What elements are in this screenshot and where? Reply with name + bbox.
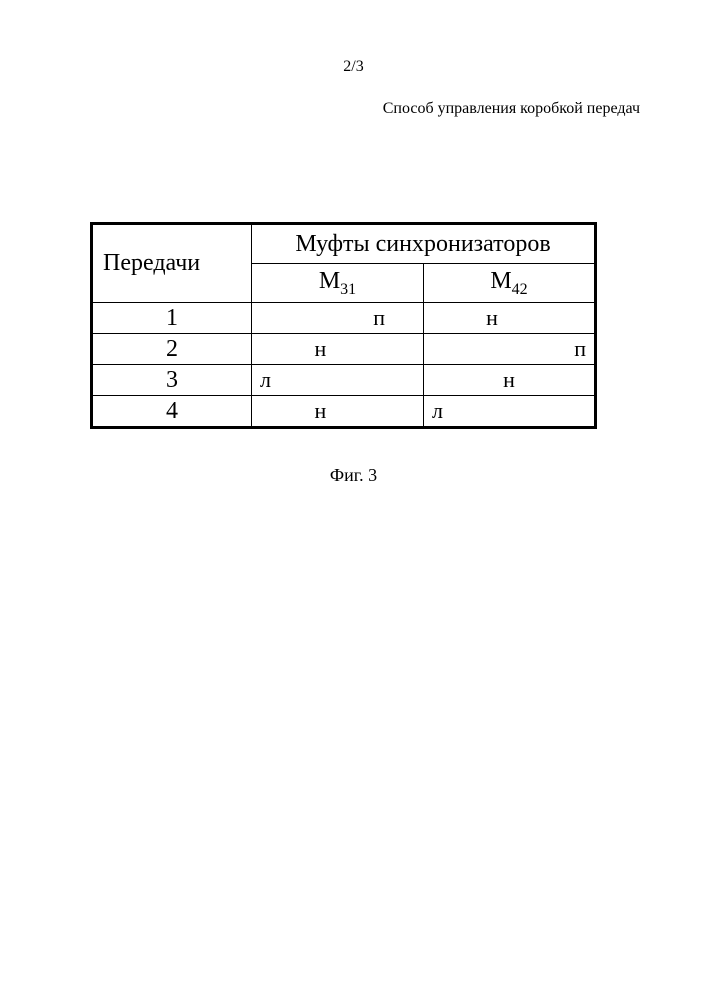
cell-gear: 1 <box>92 303 252 334</box>
table-header-row-1: Передачи Муфты синхронизаторов <box>92 224 596 264</box>
figure-caption: Фиг. 3 <box>0 465 707 486</box>
table-row: 2 н п <box>92 334 596 365</box>
cell-m42: н <box>424 365 596 396</box>
cell-value: н <box>503 369 515 391</box>
table-row: 3 л н <box>92 365 596 396</box>
cell-gear: 3 <box>92 365 252 396</box>
header-gears: Передачи <box>92 224 252 303</box>
table: Передачи Муфты синхронизаторов M31 M42 1… <box>90 222 597 429</box>
cell-value: н <box>315 338 327 360</box>
truth-table: Передачи Муфты синхронизаторов M31 M42 1… <box>90 222 595 429</box>
cell-value: л <box>432 400 443 422</box>
header-couplings: Муфты синхронизаторов <box>252 224 596 264</box>
cell-m31: н <box>252 396 424 428</box>
header-m42-base: M <box>490 268 511 294</box>
cell-gear: 2 <box>92 334 252 365</box>
cell-value: п <box>574 338 586 360</box>
page: 2/3 Способ управления коробкой передач П… <box>0 0 707 1000</box>
header-m42: M42 <box>424 264 596 303</box>
cell-gear: 4 <box>92 396 252 428</box>
table-row: 4 н л <box>92 396 596 428</box>
cell-value: н <box>315 400 327 422</box>
cell-m31: л <box>252 365 424 396</box>
header-m42-sub: 42 <box>512 280 528 297</box>
header-m31-base: M <box>319 268 340 294</box>
cell-value: н <box>486 307 498 329</box>
cell-m31: н <box>252 334 424 365</box>
cell-value: л <box>260 369 271 391</box>
cell-m42: л <box>424 396 596 428</box>
cell-value: п <box>373 307 385 329</box>
cell-m31: п <box>252 303 424 334</box>
page-number: 2/3 <box>0 58 707 76</box>
page-title: Способ управления коробкой передач <box>0 100 707 118</box>
cell-m42: п <box>424 334 596 365</box>
table-row: 1 п н <box>92 303 596 334</box>
header-m31-sub: 31 <box>340 280 356 297</box>
header-m31: M31 <box>252 264 424 303</box>
cell-m42: н <box>424 303 596 334</box>
